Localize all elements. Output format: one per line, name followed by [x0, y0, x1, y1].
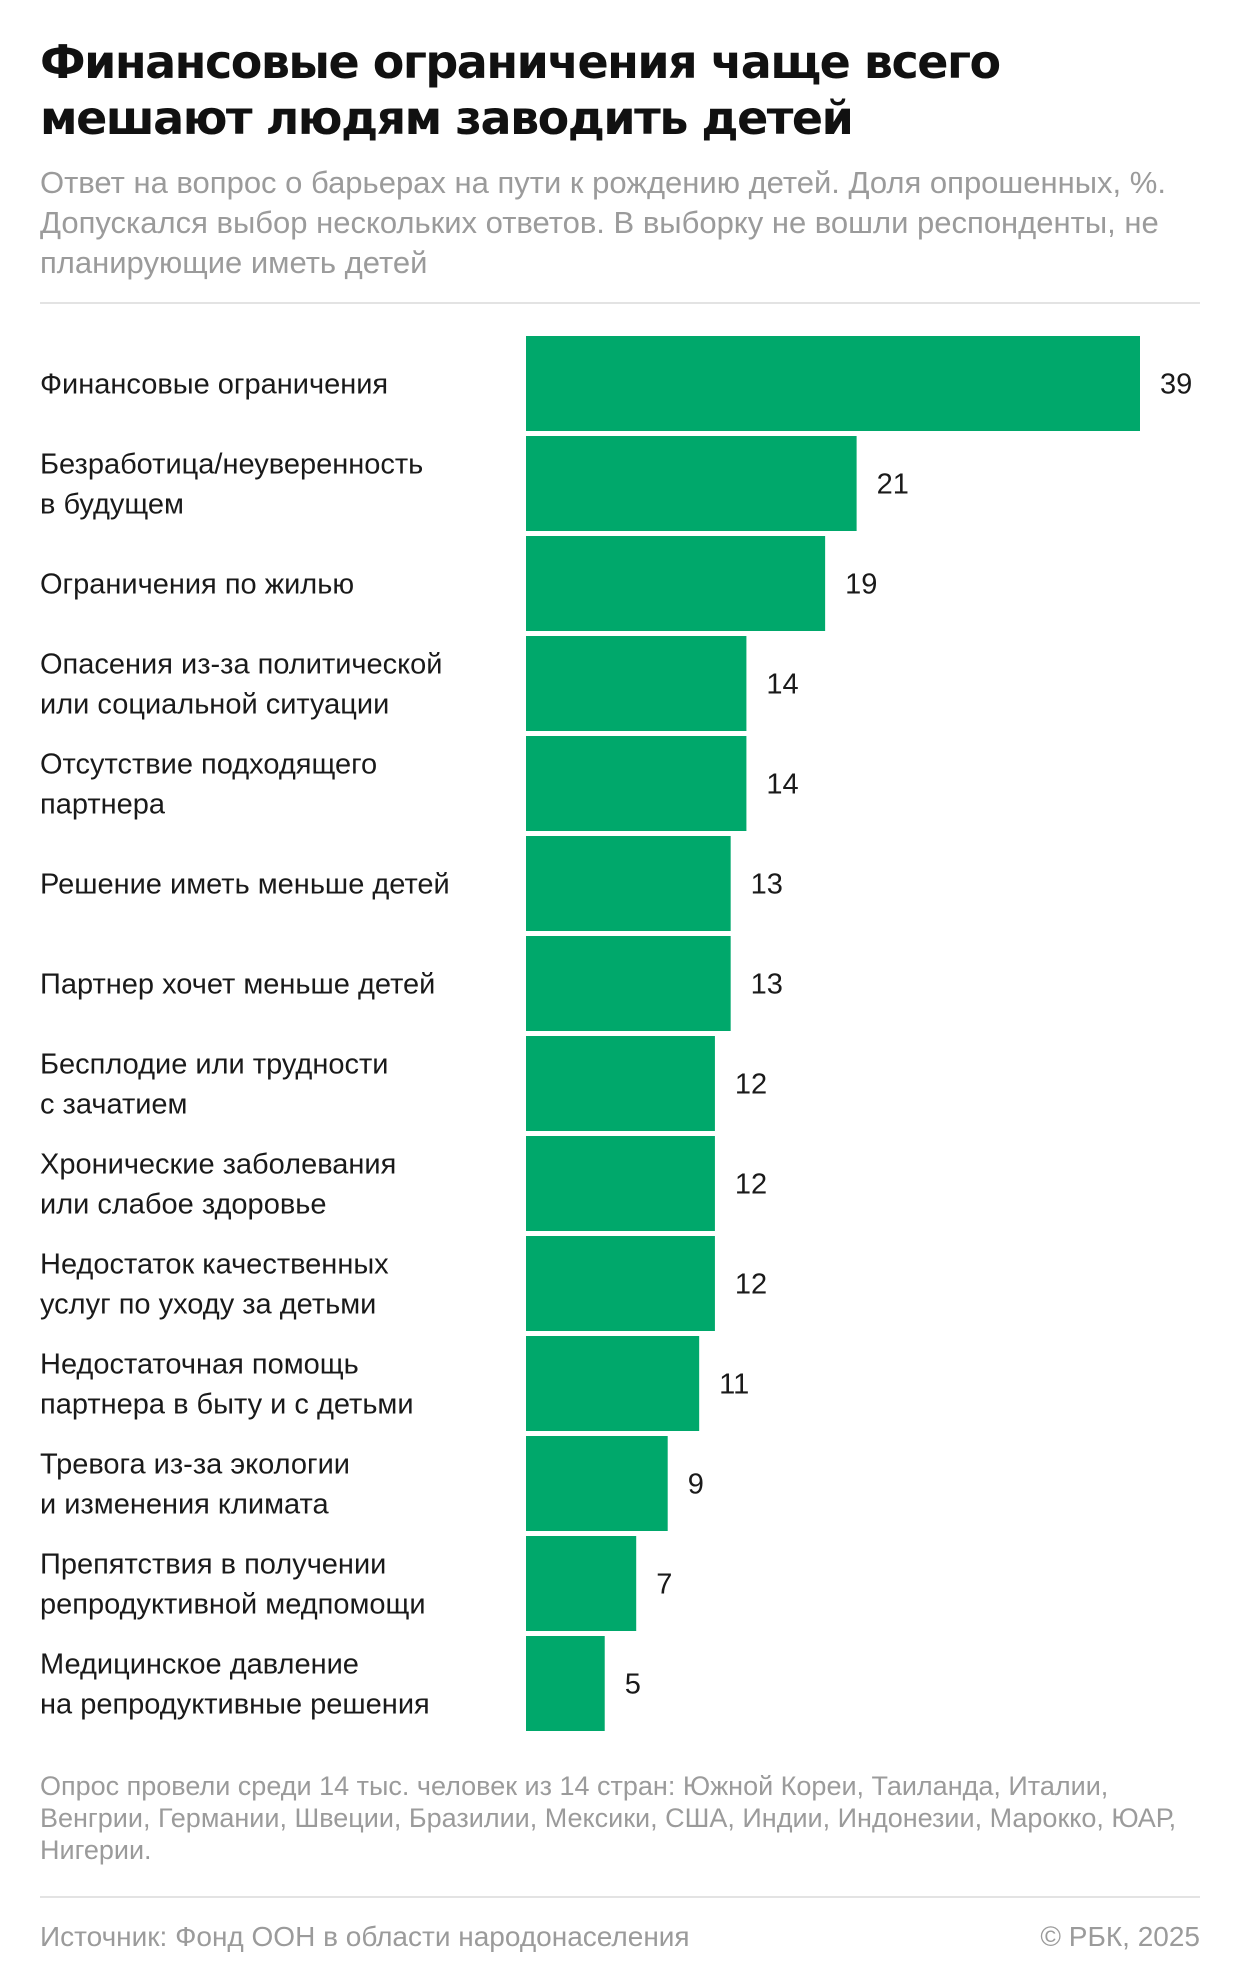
value-label-3: 19 — [845, 569, 877, 601]
bar-3 — [526, 536, 826, 631]
category-label-12-line-1: Тревога из-за экологии — [40, 1449, 350, 1481]
value-label-8: 12 — [735, 1069, 767, 1101]
category-label-4-line-2: или социальной ситуации — [40, 689, 389, 721]
bar-12 — [526, 1436, 668, 1531]
category-label-2-line-2: в будущем — [40, 489, 184, 521]
bar-11 — [526, 1336, 700, 1431]
bar-9 — [526, 1136, 715, 1231]
bar-10 — [526, 1236, 715, 1331]
category-label-11-line-2: партнера в быту и с детьми — [40, 1389, 414, 1421]
category-label-10-line-2: услуг по уходу за детьми — [40, 1289, 376, 1321]
bar-14 — [526, 1636, 605, 1731]
bar-8 — [526, 1036, 715, 1131]
category-label-5-line-2: партнера — [40, 789, 166, 821]
bar-6 — [526, 836, 731, 931]
value-label-6: 13 — [751, 869, 783, 901]
bar-5 — [526, 736, 747, 831]
value-label-2: 21 — [877, 469, 909, 501]
value-label-1: 39 — [1160, 369, 1192, 401]
bar-4 — [526, 636, 747, 731]
bar-7 — [526, 936, 731, 1031]
category-label-13-line-2: репродуктивной медпомощи — [40, 1589, 426, 1621]
bar-13 — [526, 1536, 637, 1631]
category-label-2-line-1: Безработица/неуверенность — [40, 449, 423, 481]
copyright-text: © РБК, 2025 — [1040, 1921, 1200, 1952]
bar-1 — [526, 336, 1140, 431]
value-label-14: 5 — [625, 1669, 641, 1701]
footnote: Опрос провели среди 14 тыс. человек из 1… — [40, 1771, 1177, 1865]
category-label-12-line-2: и изменения климата — [40, 1489, 329, 1521]
category-label-9-line-1: Хронические заболевания — [40, 1149, 396, 1181]
value-label-9: 12 — [735, 1169, 767, 1201]
chart-subtitle: Ответ на вопрос о барьерах на пути к рож… — [40, 165, 1166, 280]
category-label-1: Финансовые ограничения — [40, 369, 388, 401]
category-label-9-line-2: или слабое здоровье — [40, 1189, 326, 1221]
bar-2 — [526, 436, 857, 531]
value-label-5: 14 — [766, 769, 798, 801]
category-label-14-line-2: на репродуктивные решения — [40, 1689, 430, 1721]
category-label-11-line-1: Недостаточная помощь — [40, 1349, 359, 1381]
value-label-4: 14 — [766, 669, 798, 701]
top-divider — [40, 302, 1200, 304]
category-label-10-line-1: Недостаток качественных — [40, 1249, 389, 1281]
category-label-8-line-1: Бесплодие или трудности — [40, 1049, 388, 1081]
category-label-6: Решение иметь меньше детей — [40, 869, 450, 901]
category-label-13-line-1: Препятствия в получении — [40, 1549, 386, 1581]
value-label-10: 12 — [735, 1269, 767, 1301]
value-label-11: 11 — [719, 1369, 749, 1401]
category-label-14-line-1: Медицинское давление — [40, 1649, 359, 1681]
category-label-3: Ограничения по жилью — [40, 569, 354, 601]
category-label-5-line-1: Отсутствие подходящего — [40, 749, 377, 781]
bottom-divider — [40, 1896, 1200, 1898]
category-label-4-line-1: Опасения из-за политической — [40, 649, 443, 681]
value-label-13: 7 — [656, 1569, 672, 1601]
chart-title: Финансовые ограничения чаще всего мешают… — [40, 35, 1001, 145]
source-text: Источник: Фонд ООН в области народонасел… — [40, 1921, 690, 1952]
value-label-7: 13 — [751, 969, 783, 1001]
category-label-8-line-2: с зачатием — [40, 1089, 188, 1121]
category-label-7: Партнер хочет меньше детей — [40, 969, 435, 1001]
value-label-12: 9 — [688, 1469, 704, 1501]
